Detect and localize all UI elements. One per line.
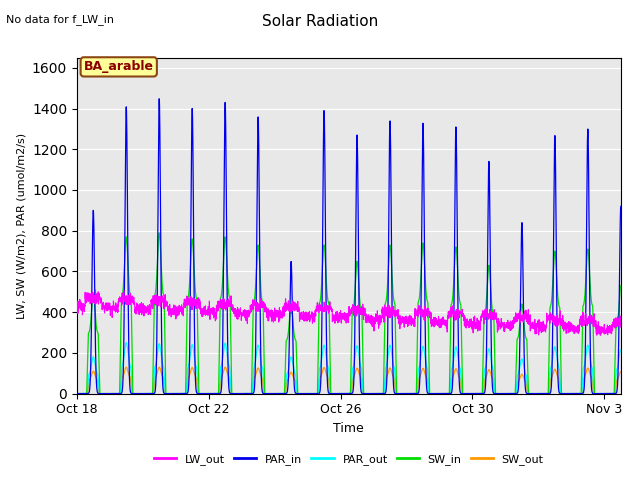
PAR_in: [135, 391, 143, 396]
SW_out: [73, 391, 81, 396]
LW_out: [135, 307, 143, 313]
SW_out: [607, 391, 614, 396]
Text: No data for f_LW_in: No data for f_LW_in: [6, 14, 115, 25]
Line: LW_out: LW_out: [77, 290, 621, 335]
SW_in: [305, 391, 313, 396]
SW_in: [135, 391, 143, 396]
PAR_out: [73, 391, 81, 396]
PAR_in: [282, 391, 289, 396]
PAR_out: [122, 340, 130, 346]
SW_out: [548, 374, 556, 380]
X-axis label: Time: Time: [333, 422, 364, 435]
SW_out: [617, 369, 625, 374]
Legend: LW_out, PAR_in, PAR_out, SW_in, SW_out: LW_out, PAR_in, PAR_out, SW_in, SW_out: [150, 450, 548, 469]
LW_out: [92, 287, 99, 293]
Line: PAR_out: PAR_out: [77, 343, 621, 394]
PAR_out: [548, 362, 556, 368]
SW_out: [305, 391, 313, 396]
LW_out: [548, 312, 556, 317]
SW_out: [167, 391, 175, 396]
Y-axis label: LW, SW (W/m2), PAR (umol/m2/s): LW, SW (W/m2), PAR (umol/m2/s): [16, 132, 26, 319]
SW_in: [607, 391, 614, 396]
PAR_out: [282, 385, 289, 391]
SW_in: [156, 230, 163, 236]
SW_in: [73, 391, 81, 396]
Text: Solar Radiation: Solar Radiation: [262, 14, 378, 29]
SW_in: [282, 356, 289, 362]
SW_out: [221, 364, 229, 370]
PAR_in: [305, 391, 313, 396]
PAR_in: [548, 376, 556, 382]
PAR_out: [617, 347, 625, 353]
SW_out: [135, 391, 143, 396]
LW_out: [607, 330, 614, 336]
SW_out: [282, 390, 289, 396]
PAR_out: [135, 391, 143, 396]
PAR_in: [617, 204, 625, 209]
PAR_out: [607, 391, 614, 396]
LW_out: [596, 332, 604, 338]
LW_out: [73, 306, 81, 312]
SW_in: [617, 283, 625, 288]
PAR_in: [156, 96, 163, 102]
PAR_in: [168, 391, 175, 396]
LW_out: [168, 310, 175, 315]
LW_out: [617, 324, 625, 330]
Line: SW_out: SW_out: [77, 367, 621, 394]
LW_out: [282, 296, 289, 301]
SW_in: [548, 296, 556, 302]
Line: PAR_in: PAR_in: [77, 99, 621, 394]
LW_out: [305, 314, 313, 320]
PAR_out: [305, 391, 313, 396]
PAR_in: [607, 391, 614, 396]
PAR_in: [73, 391, 81, 396]
PAR_out: [168, 391, 175, 396]
Text: BA_arable: BA_arable: [84, 60, 154, 73]
Line: SW_in: SW_in: [77, 233, 621, 394]
SW_in: [168, 391, 175, 396]
